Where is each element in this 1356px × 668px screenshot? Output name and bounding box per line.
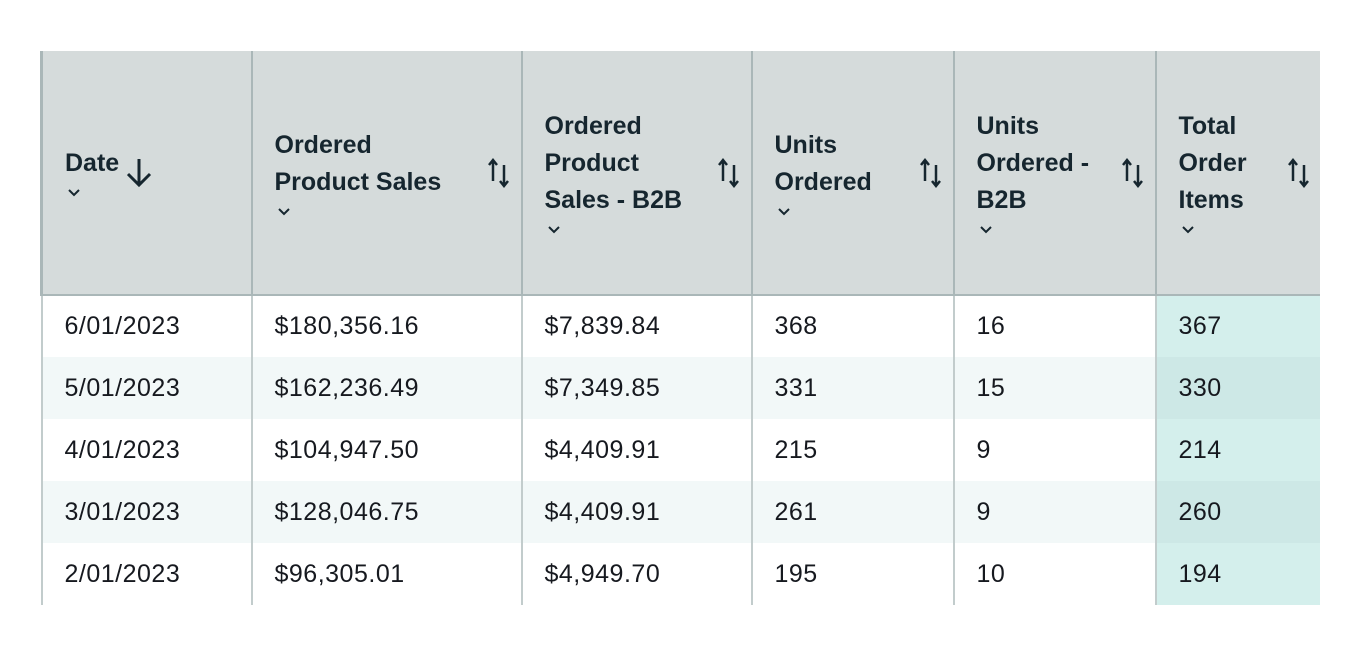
cell-ordered-product-sales-b2b: $4,949.70 [520,543,753,605]
cell-ordered-product-sales-b2b: $4,409.91 [520,481,753,543]
column-header-units-ordered[interactable]: Units Ordered [750,51,955,296]
cell-total-order-items: 330 [1154,357,1320,419]
cell-total-order-items: 260 [1154,481,1320,543]
cell-ordered-product-sales: $162,236.49 [250,357,523,419]
cell-date: 5/01/2023 [40,357,253,419]
cell-total-order-items: 367 [1154,295,1320,357]
cell-date: 4/01/2023 [40,419,253,481]
column-label-units-ordered-b2b: Units Ordered - B2B [976,112,1090,214]
cell-date: 3/01/2023 [40,481,253,543]
column-label-date: Date [65,149,120,177]
cell-ordered-product-sales-b2b: $7,349.85 [520,357,753,419]
sort-arrows-icon[interactable] [715,155,743,191]
column-header-ordered-product-sales[interactable]: Ordered Product Sales [250,51,523,296]
cell-units-ordered-b2b: 9 [952,481,1157,543]
chevron-down-icon[interactable] [67,186,81,200]
table-row: 4/01/2023 $104,947.50 $4,409.91 215 9 21… [40,419,1320,481]
column-header-units-ordered-b2b[interactable]: Units Ordered - B2B [952,51,1157,296]
cell-ordered-product-sales-b2b: $7,839.84 [520,295,753,357]
column-label-units-ordered: Units Ordered [774,130,872,196]
table-row: 2/01/2023 $96,305.01 $4,949.70 195 10 19… [40,543,1320,605]
column-label-ordered-product-sales: Ordered Product Sales [274,130,442,196]
sort-arrows-icon[interactable] [1285,155,1313,191]
chevron-down-icon[interactable] [777,205,791,219]
cell-date: 2/01/2023 [40,543,253,605]
sort-arrows-icon[interactable] [917,155,945,191]
report-table-container: Date Ordered Product Sales [40,51,1320,606]
chevron-down-icon[interactable] [547,223,561,237]
cell-units-ordered: 195 [750,543,955,605]
cell-ordered-product-sales-b2b: $4,409.91 [520,419,753,481]
column-label-ordered-product-sales-b2b: Ordered Product Sales - B2B [544,112,683,214]
cell-units-ordered-b2b: 9 [952,419,1157,481]
column-header-total-order-items[interactable]: Total Order Items [1154,51,1320,296]
cell-units-ordered-b2b: 10 [952,543,1157,605]
cell-ordered-product-sales: $96,305.01 [250,543,523,605]
header-row: Date Ordered Product Sales [40,51,1320,296]
chevron-down-icon[interactable] [979,223,993,237]
table-row: 6/01/2023 $180,356.16 $7,839.84 368 16 3… [40,295,1320,357]
cell-ordered-product-sales: $128,046.75 [250,481,523,543]
cell-units-ordered: 261 [750,481,955,543]
sales-report-table: Date Ordered Product Sales [40,51,1320,605]
column-label-total-order-items: Total Order Items [1178,112,1247,214]
sort-arrows-icon[interactable] [485,155,513,191]
chevron-down-icon[interactable] [1181,223,1195,237]
cell-total-order-items: 214 [1154,419,1320,481]
cell-units-ordered-b2b: 15 [952,357,1157,419]
arrow-down-icon[interactable] [123,155,155,191]
table-row: 3/01/2023 $128,046.75 $4,409.91 261 9 26… [40,481,1320,543]
table-row: 5/01/2023 $162,236.49 $7,349.85 331 15 3… [40,357,1320,419]
cell-date: 6/01/2023 [40,295,253,357]
cell-total-order-items: 194 [1154,543,1320,605]
chevron-down-icon[interactable] [277,205,291,219]
column-header-ordered-product-sales-b2b[interactable]: Ordered Product Sales - B2B [520,51,753,296]
sort-arrows-icon[interactable] [1119,155,1147,191]
cell-units-ordered: 215 [750,419,955,481]
cell-units-ordered-b2b: 16 [952,295,1157,357]
cell-units-ordered: 368 [750,295,955,357]
column-header-date[interactable]: Date [40,51,253,296]
cell-units-ordered: 331 [750,357,955,419]
cell-ordered-product-sales: $180,356.16 [250,295,523,357]
cell-ordered-product-sales: $104,947.50 [250,419,523,481]
